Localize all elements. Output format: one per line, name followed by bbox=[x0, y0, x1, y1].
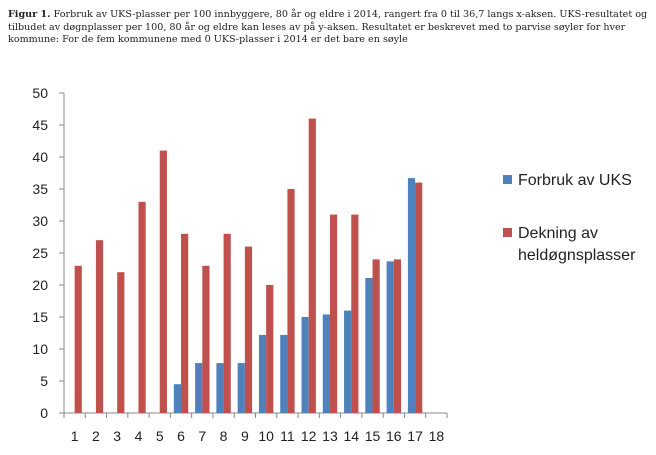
y-tick-label: 40 bbox=[32, 149, 48, 165]
x-tick-label: 12 bbox=[301, 428, 317, 444]
bar-forbruk-uks bbox=[173, 384, 182, 413]
bar-dekning-heldogn bbox=[74, 265, 82, 413]
bar-dekning-heldogn bbox=[393, 259, 402, 413]
y-tick-label: 30 bbox=[32, 213, 48, 229]
legend-swatch bbox=[503, 175, 512, 184]
bar-forbruk-uks bbox=[407, 178, 416, 413]
bar-dekning-heldogn bbox=[287, 189, 295, 413]
legend-label: Forbruk av UKS bbox=[518, 172, 632, 189]
x-tick-label: 7 bbox=[198, 428, 206, 444]
x-tick-label: 11 bbox=[280, 428, 295, 444]
bar-forbruk-uks bbox=[237, 363, 245, 413]
x-tick-label: 8 bbox=[220, 428, 228, 444]
bar-dekning-heldogn bbox=[181, 233, 189, 413]
y-tick-label: 45 bbox=[32, 117, 48, 133]
x-tick-label: 6 bbox=[177, 428, 185, 444]
x-tick-label: 4 bbox=[135, 428, 143, 444]
y-tick-label: 20 bbox=[32, 277, 48, 293]
bar-forbruk-uks bbox=[386, 261, 394, 413]
x-tick-label: 9 bbox=[241, 428, 249, 444]
legend-label: heldøgnsplasser bbox=[518, 247, 636, 264]
bar-forbruk-uks bbox=[322, 314, 330, 413]
bar-forbruk-uks bbox=[280, 334, 288, 413]
y-tick-label: 0 bbox=[40, 405, 48, 421]
caption-text: Forbruk av UKS-plasser per 100 innbygger… bbox=[8, 9, 648, 45]
bar-dekning-heldogn bbox=[202, 265, 210, 413]
bar-forbruk-uks bbox=[344, 310, 352, 413]
bar-dekning-heldogn bbox=[351, 214, 359, 413]
bar-forbruk-uks bbox=[365, 277, 373, 413]
x-tick-label: 5 bbox=[156, 428, 164, 444]
x-tick-label: 15 bbox=[365, 428, 381, 444]
x-tick-label: 1 bbox=[71, 428, 79, 444]
legend-label: Dekning av bbox=[518, 225, 598, 242]
x-tick-label: 14 bbox=[343, 428, 359, 444]
bar-dekning-heldogn bbox=[95, 240, 104, 413]
figure-caption: Figur 1. Forbruk av UKS-plasser per 100 … bbox=[8, 9, 648, 47]
x-tick-label: 18 bbox=[429, 428, 445, 444]
x-tick-label: 10 bbox=[258, 428, 274, 444]
bar-forbruk-uks bbox=[301, 317, 309, 413]
bar-forbruk-uks bbox=[195, 363, 203, 413]
y-tick-label: 50 bbox=[32, 85, 48, 101]
x-tick-label: 3 bbox=[113, 428, 121, 444]
bar-forbruk-uks bbox=[216, 363, 224, 413]
bar-dekning-heldogn bbox=[415, 182, 423, 413]
bar-dekning-heldogn bbox=[266, 285, 274, 413]
y-tick-label: 5 bbox=[40, 373, 48, 389]
bar-dekning-heldogn bbox=[372, 259, 380, 413]
bar-dekning-heldogn bbox=[138, 201, 146, 413]
legend-swatch bbox=[503, 228, 512, 237]
bar-dekning-heldogn bbox=[117, 272, 125, 413]
bar-dekning-heldogn bbox=[329, 214, 338, 413]
y-tick-label: 15 bbox=[32, 309, 48, 325]
bar-dekning-heldogn bbox=[159, 150, 167, 413]
x-tick-label: 13 bbox=[322, 428, 338, 444]
y-tick-label: 25 bbox=[32, 245, 48, 261]
x-tick-label: 17 bbox=[407, 428, 423, 444]
bar-dekning-heldogn bbox=[244, 246, 253, 413]
bar-forbruk-uks bbox=[258, 334, 267, 413]
caption-label: Figur 1. bbox=[8, 9, 51, 20]
bar-dekning-heldogn bbox=[308, 118, 316, 413]
x-tick-label: 2 bbox=[92, 428, 100, 444]
bar-dekning-heldogn bbox=[223, 233, 231, 413]
y-tick-label: 10 bbox=[32, 341, 48, 357]
x-tick-label: 16 bbox=[386, 428, 402, 444]
y-tick-label: 35 bbox=[32, 181, 48, 197]
